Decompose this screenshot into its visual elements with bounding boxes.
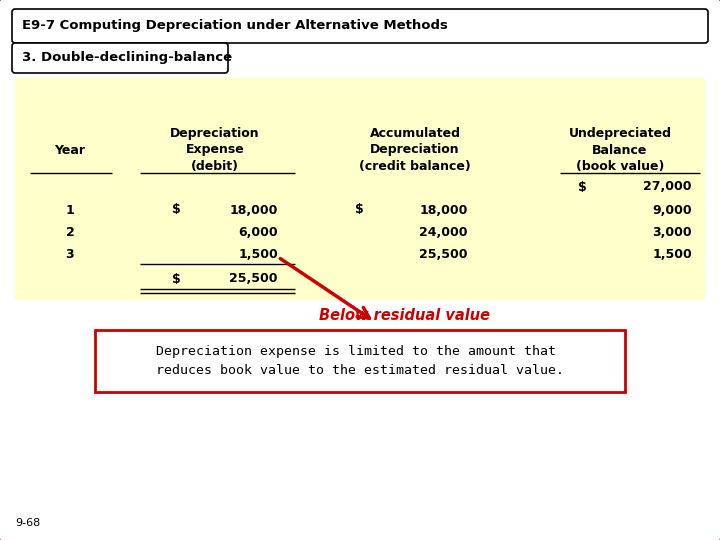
Text: 3. Double-declining-balance: 3. Double-declining-balance	[22, 51, 232, 64]
Text: 18,000: 18,000	[230, 204, 278, 217]
Text: Undepreciated
Balance
(book value): Undepreciated Balance (book value)	[569, 127, 672, 173]
Text: 18,000: 18,000	[420, 204, 468, 217]
Text: Depreciation expense is limited to the amount that
reduces book value to the est: Depreciation expense is limited to the a…	[156, 345, 564, 377]
Text: 1,500: 1,500	[652, 247, 692, 260]
Text: Depreciation
Expense
(debit): Depreciation Expense (debit)	[170, 127, 260, 173]
FancyBboxPatch shape	[95, 330, 625, 392]
Text: Year: Year	[55, 144, 86, 157]
Text: $: $	[578, 180, 587, 193]
FancyBboxPatch shape	[12, 43, 228, 73]
Text: 9-68: 9-68	[15, 518, 40, 528]
Text: Accumulated
Depreciation
(credit balance): Accumulated Depreciation (credit balance…	[359, 127, 471, 173]
Text: 1: 1	[66, 204, 74, 217]
Text: 25,500: 25,500	[230, 273, 278, 286]
Text: 3: 3	[66, 247, 74, 260]
Text: 9,000: 9,000	[652, 204, 692, 217]
Text: Below residual value: Below residual value	[319, 307, 490, 322]
Text: $: $	[355, 204, 364, 217]
FancyBboxPatch shape	[12, 9, 708, 43]
Text: 6,000: 6,000	[238, 226, 278, 239]
Text: 2: 2	[66, 226, 74, 239]
Text: $: $	[172, 273, 181, 286]
Text: 25,500: 25,500	[420, 247, 468, 260]
Text: 24,000: 24,000	[420, 226, 468, 239]
Text: 27,000: 27,000	[644, 180, 692, 193]
FancyBboxPatch shape	[15, 78, 705, 300]
Text: E9-7 Computing Depreciation under Alternative Methods: E9-7 Computing Depreciation under Altern…	[22, 19, 448, 32]
Text: $: $	[172, 204, 181, 217]
Text: 1,500: 1,500	[238, 247, 278, 260]
Text: 3,000: 3,000	[652, 226, 692, 239]
